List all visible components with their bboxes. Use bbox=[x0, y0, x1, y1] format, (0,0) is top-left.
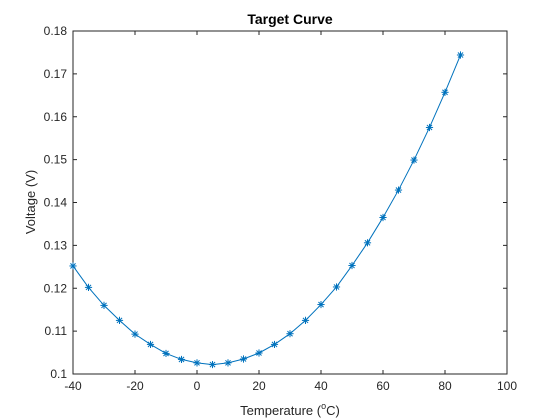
data-point bbox=[363, 239, 372, 247]
y-tick-label: 0.16 bbox=[44, 110, 68, 124]
x-tick-label: 40 bbox=[314, 379, 328, 393]
data-point bbox=[410, 156, 418, 164]
data-point bbox=[301, 316, 310, 325]
ticks bbox=[72, 30, 508, 375]
y-tick-label: 0.12 bbox=[44, 281, 68, 295]
y-tick-label: 0.1 bbox=[50, 367, 67, 381]
data-point bbox=[286, 330, 294, 338]
y-tick-label: 0.15 bbox=[44, 153, 68, 167]
data-point bbox=[332, 283, 341, 291]
data-point bbox=[379, 213, 387, 222]
tick-labels: -40 -20 0 20 40 60 80 100 0.1 0.11 0.12 0.13 0.14 0.1… bbox=[44, 24, 518, 393]
y-axis-label: Voltage (V) bbox=[23, 170, 38, 234]
x-tick-label: 60 bbox=[376, 379, 390, 393]
data-point bbox=[456, 51, 465, 59]
y-tick-label: 0.18 bbox=[44, 24, 68, 38]
data-point bbox=[239, 355, 248, 363]
y-tick-label: 0.17 bbox=[44, 67, 68, 81]
data-point bbox=[255, 349, 263, 357]
data-point bbox=[317, 300, 325, 309]
x-tick-label: -20 bbox=[126, 379, 144, 393]
data-point bbox=[69, 262, 77, 270]
x-axis-label: Temperature (oC) bbox=[240, 401, 340, 418]
data-point bbox=[146, 340, 155, 349]
x-axis-label-sup: o bbox=[321, 401, 326, 411]
x-tick-label: -40 bbox=[64, 379, 82, 393]
data-point bbox=[348, 261, 356, 270]
x-tick-label: 100 bbox=[497, 379, 517, 393]
x-tick-label: 0 bbox=[194, 379, 201, 393]
data-point bbox=[115, 316, 124, 325]
data-point bbox=[193, 359, 201, 367]
data-point bbox=[100, 301, 108, 309]
y-tick-label: 0.11 bbox=[45, 324, 68, 338]
data-point bbox=[131, 330, 139, 338]
y-tick-label: 0.14 bbox=[44, 196, 68, 210]
data-point bbox=[394, 186, 403, 194]
series-line bbox=[72, 54, 461, 366]
data-point bbox=[270, 340, 279, 349]
data-point bbox=[425, 123, 434, 132]
y-tick-label: 0.13 bbox=[44, 238, 68, 252]
data-point bbox=[224, 359, 232, 367]
x-tick-label: 20 bbox=[252, 379, 266, 393]
x-tick-label: 80 bbox=[438, 379, 452, 393]
x-axis-label-post: C) bbox=[326, 403, 340, 418]
data-point bbox=[177, 355, 186, 364]
data-point bbox=[162, 349, 170, 358]
plot-area bbox=[72, 30, 508, 375]
chart-title: Target Curve bbox=[247, 11, 333, 27]
series-layer bbox=[69, 51, 465, 369]
data-point bbox=[441, 88, 449, 96]
data-point bbox=[208, 360, 217, 369]
x-axis-label-pre: Temperature ( bbox=[240, 403, 322, 418]
data-point bbox=[84, 283, 93, 291]
